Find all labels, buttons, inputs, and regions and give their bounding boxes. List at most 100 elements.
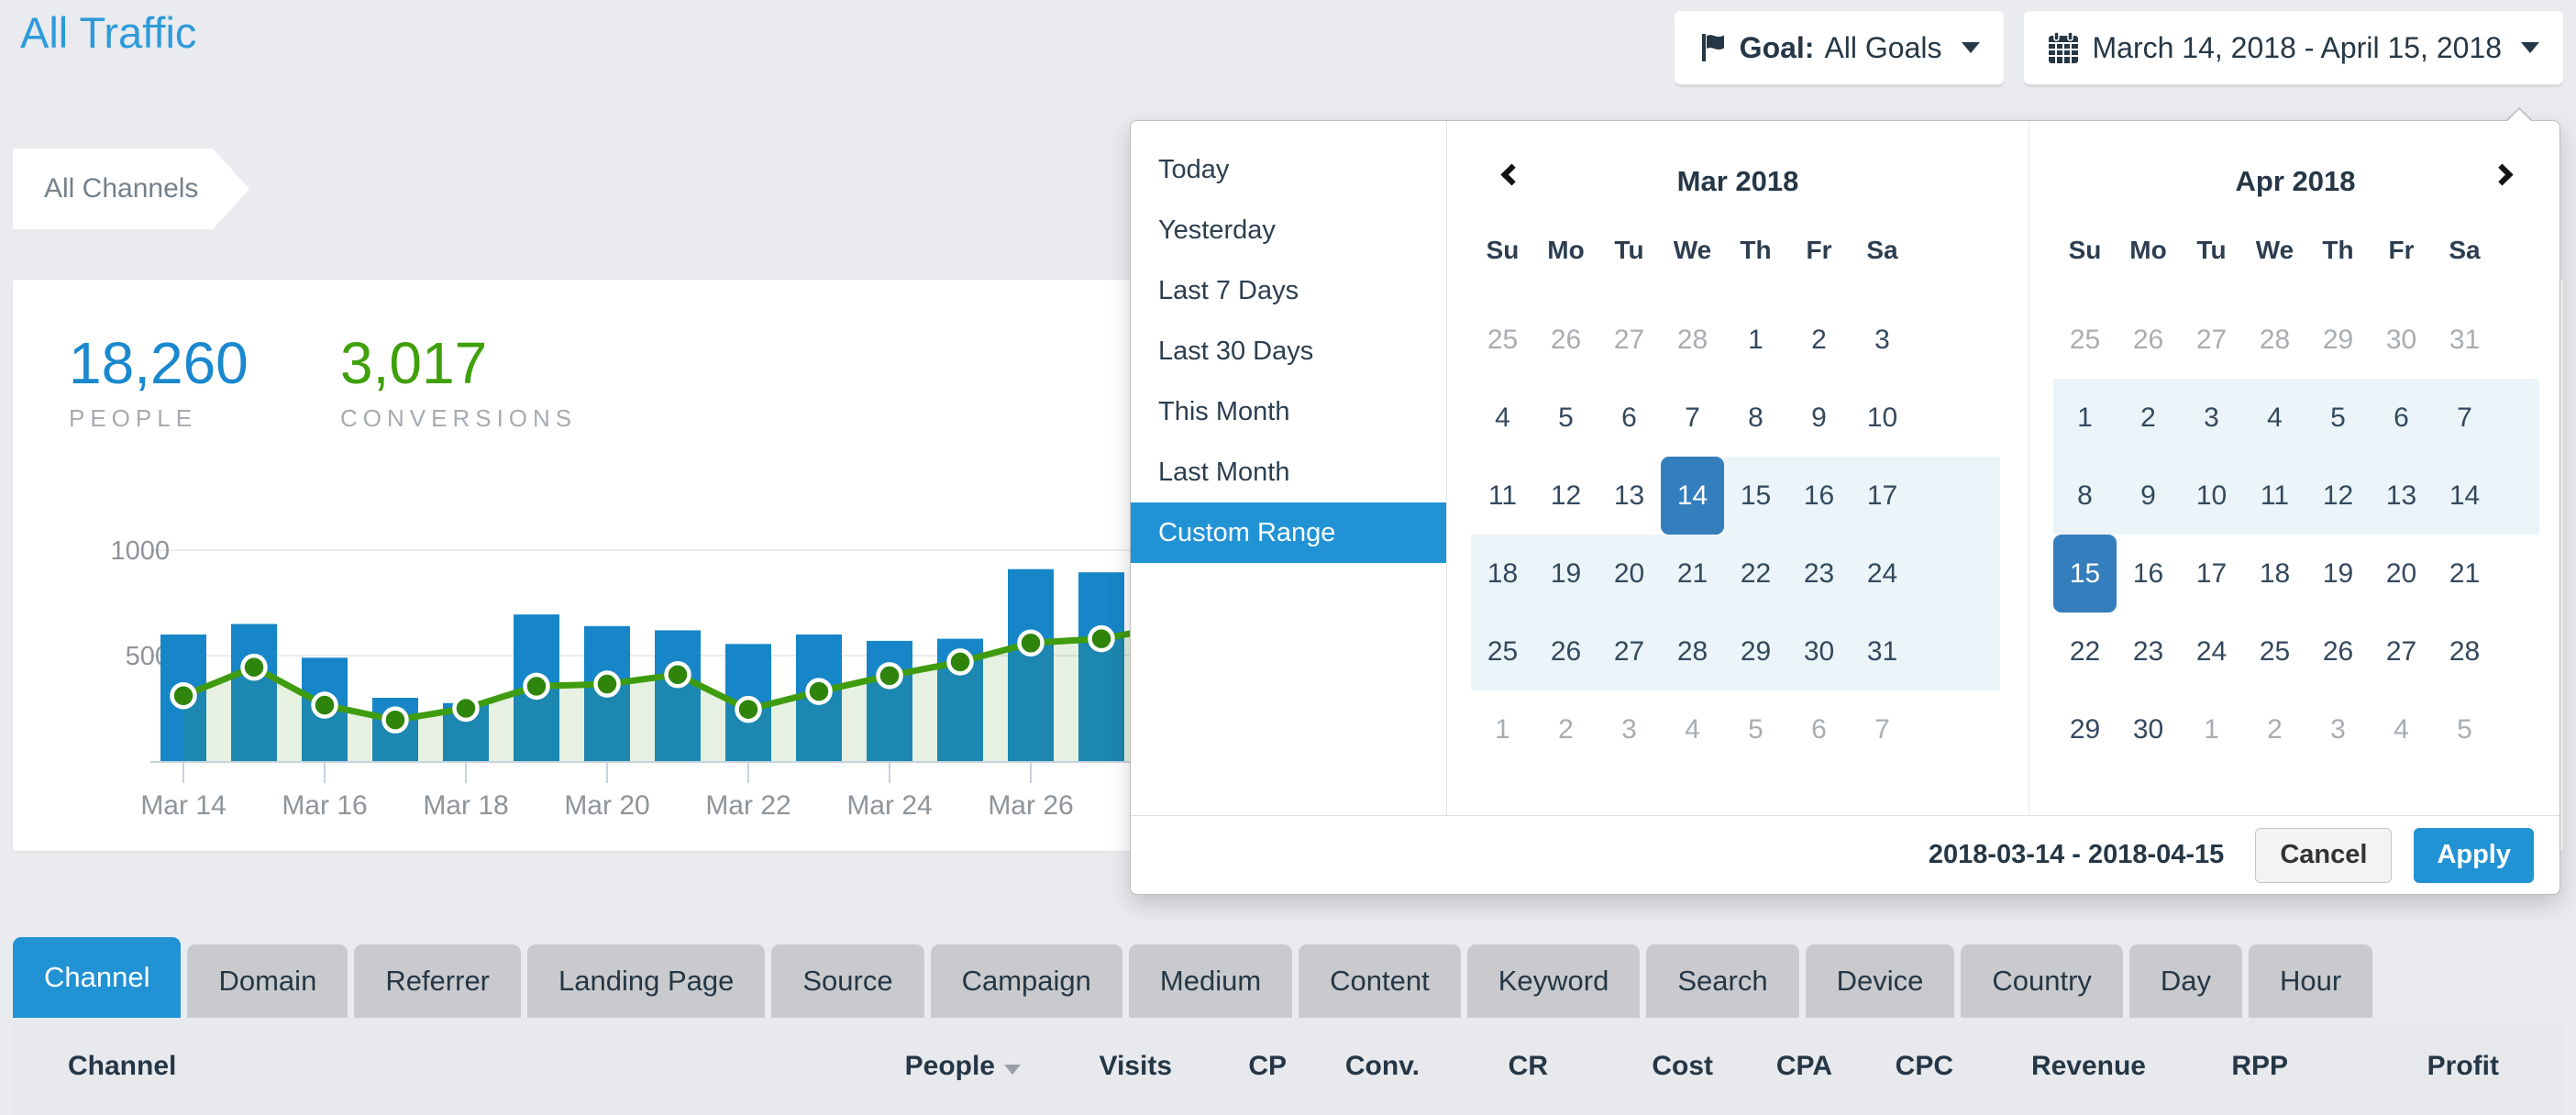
calendar-day[interactable]: 19: [1550, 558, 1582, 589]
calendar-day[interactable]: 3: [2330, 713, 2346, 745]
column-header-people[interactable]: People: [865, 1051, 1021, 1082]
tab-country[interactable]: Country: [1961, 944, 2123, 1018]
calendar-day[interactable]: 8: [1748, 402, 1763, 433]
tab-device[interactable]: Device: [1805, 944, 1955, 1018]
calendar-day[interactable]: 20: [2385, 558, 2417, 589]
calendar-day[interactable]: 30: [2385, 324, 2417, 355]
calendar-day[interactable]: 15: [1740, 480, 1772, 511]
calendar-day[interactable]: 17: [2195, 558, 2228, 589]
calendar-day[interactable]: 24: [1866, 558, 1898, 589]
calendar-day[interactable]: 29: [2322, 324, 2354, 355]
calendar-day[interactable]: 26: [1550, 635, 1582, 667]
apply-button[interactable]: Apply: [2414, 827, 2534, 883]
calendar-day[interactable]: 18: [1487, 558, 1519, 589]
calendar-day[interactable]: 26: [2132, 324, 2164, 355]
calendar-day[interactable]: 5: [1748, 713, 1763, 745]
calendar-day[interactable]: 5: [2330, 402, 2346, 433]
calendar-day[interactable]: 27: [1613, 324, 1645, 355]
calendar-day[interactable]: 31: [1866, 635, 1898, 667]
preset-item-last-month[interactable]: Last Month: [1158, 458, 1290, 487]
calendar-day[interactable]: 5: [1558, 402, 1574, 433]
calendar-day[interactable]: 8: [2077, 480, 2093, 511]
calendar-day[interactable]: 28: [2259, 324, 2291, 355]
calendar-day[interactable]: 27: [2195, 324, 2228, 355]
calendar-day[interactable]: 15: [2053, 535, 2117, 613]
calendar-day[interactable]: 18: [2259, 558, 2291, 589]
calendar-day[interactable]: 6: [1811, 713, 1827, 745]
calendar-day[interactable]: 25: [2259, 635, 2291, 667]
preset-item-last-30-days[interactable]: Last 30 Days: [1158, 337, 1314, 366]
calendar-day[interactable]: 12: [2322, 480, 2354, 511]
goal-dropdown-button[interactable]: Goal: All Goals: [1674, 11, 2004, 84]
preset-item-last-7-days[interactable]: Last 7 Days: [1158, 276, 1299, 305]
calendar-day[interactable]: 9: [2140, 480, 2156, 511]
calendar-day[interactable]: 25: [2069, 324, 2101, 355]
calendar-day[interactable]: 30: [1803, 635, 1835, 667]
tab-referrer[interactable]: Referrer: [354, 944, 522, 1018]
calendar-day[interactable]: 3: [1621, 713, 1637, 745]
calendar-day[interactable]: 21: [1676, 558, 1708, 589]
preset-item-custom-range[interactable]: Custom Range: [1131, 502, 1446, 563]
preset-item-this-month[interactable]: This Month: [1158, 397, 1290, 426]
calendar-day[interactable]: 22: [2069, 635, 2101, 667]
calendar-day[interactable]: 4: [1685, 713, 1700, 745]
column-header-rpp[interactable]: RPP: [2146, 1051, 2288, 1082]
tab-search[interactable]: Search: [1646, 944, 1799, 1018]
calendar-day[interactable]: 25: [1487, 324, 1519, 355]
calendar-day[interactable]: 16: [1803, 480, 1835, 511]
calendar-day[interactable]: 3: [2204, 402, 2219, 433]
tab-channel[interactable]: Channel: [13, 937, 182, 1018]
cancel-button[interactable]: Cancel: [2255, 827, 2393, 883]
tab-hour[interactable]: Hour: [2249, 944, 2373, 1018]
calendar-day[interactable]: 2: [1811, 324, 1827, 355]
column-header-cpc[interactable]: CPC: [1832, 1051, 1953, 1082]
tab-source[interactable]: Source: [771, 944, 924, 1018]
calendar-day[interactable]: 30: [2132, 713, 2164, 745]
calendar-day[interactable]: 24: [2195, 635, 2228, 667]
tab-campaign[interactable]: Campaign: [930, 944, 1122, 1018]
tab-content[interactable]: Content: [1299, 944, 1461, 1018]
calendar-day[interactable]: 7: [1874, 713, 1890, 745]
calendar-day[interactable]: 6: [2394, 402, 2409, 433]
preset-item-today[interactable]: Today: [1158, 155, 1230, 184]
calendar-day[interactable]: 28: [2449, 635, 2481, 667]
preset-item-yesterday[interactable]: Yesterday: [1158, 215, 1276, 245]
column-header-visits[interactable]: Visits: [1021, 1051, 1173, 1082]
column-header-channel[interactable]: Channel: [13, 1051, 865, 1082]
column-header-profit[interactable]: Profit: [2288, 1051, 2499, 1082]
calendar-day[interactable]: 1: [2077, 402, 2093, 433]
tab-medium[interactable]: Medium: [1128, 944, 1293, 1018]
calendar-day[interactable]: 1: [1748, 324, 1763, 355]
calendar-day[interactable]: 26: [1550, 324, 1582, 355]
calendar-day[interactable]: 28: [1676, 324, 1708, 355]
calendar-day[interactable]: 29: [1740, 635, 1772, 667]
calendar-day[interactable]: 17: [1866, 480, 1898, 511]
calendar-day[interactable]: 4: [2267, 402, 2283, 433]
calendar-day[interactable]: 9: [1811, 402, 1827, 433]
calendar-day[interactable]: 2: [2140, 402, 2156, 433]
calendar-day[interactable]: 25: [1487, 635, 1519, 667]
calendar-day[interactable]: 16: [2132, 558, 2164, 589]
calendar-day[interactable]: 29: [2069, 713, 2101, 745]
calendar-day[interactable]: 1: [1495, 713, 1510, 745]
calendar-day[interactable]: 6: [1621, 402, 1637, 433]
column-header-revenue[interactable]: Revenue: [1953, 1051, 2146, 1082]
calendar-day[interactable]: 11: [2260, 480, 2290, 511]
calendar-day[interactable]: 31: [2449, 324, 2481, 355]
calendar-day[interactable]: 21: [2449, 558, 2481, 589]
calendar-day[interactable]: 12: [1550, 480, 1582, 511]
calendar-day[interactable]: 10: [2195, 480, 2228, 511]
column-header-cp[interactable]: CP: [1172, 1051, 1287, 1082]
tab-day[interactable]: Day: [2128, 944, 2243, 1018]
calendar-day[interactable]: 4: [1495, 402, 1510, 433]
calendar-day[interactable]: 26: [2322, 635, 2354, 667]
calendar-day[interactable]: 23: [2132, 635, 2164, 667]
calendar-day[interactable]: 5: [2457, 713, 2472, 745]
calendar-day[interactable]: 19: [2322, 558, 2354, 589]
calendar-day[interactable]: 10: [1866, 402, 1898, 433]
calendar-day[interactable]: 2: [2267, 713, 2283, 745]
calendar-day[interactable]: 1: [2204, 713, 2219, 745]
calendar-day[interactable]: 7: [1685, 402, 1700, 433]
calendar-day[interactable]: 4: [2394, 713, 2409, 745]
calendar-day[interactable]: 14: [1661, 457, 1724, 535]
